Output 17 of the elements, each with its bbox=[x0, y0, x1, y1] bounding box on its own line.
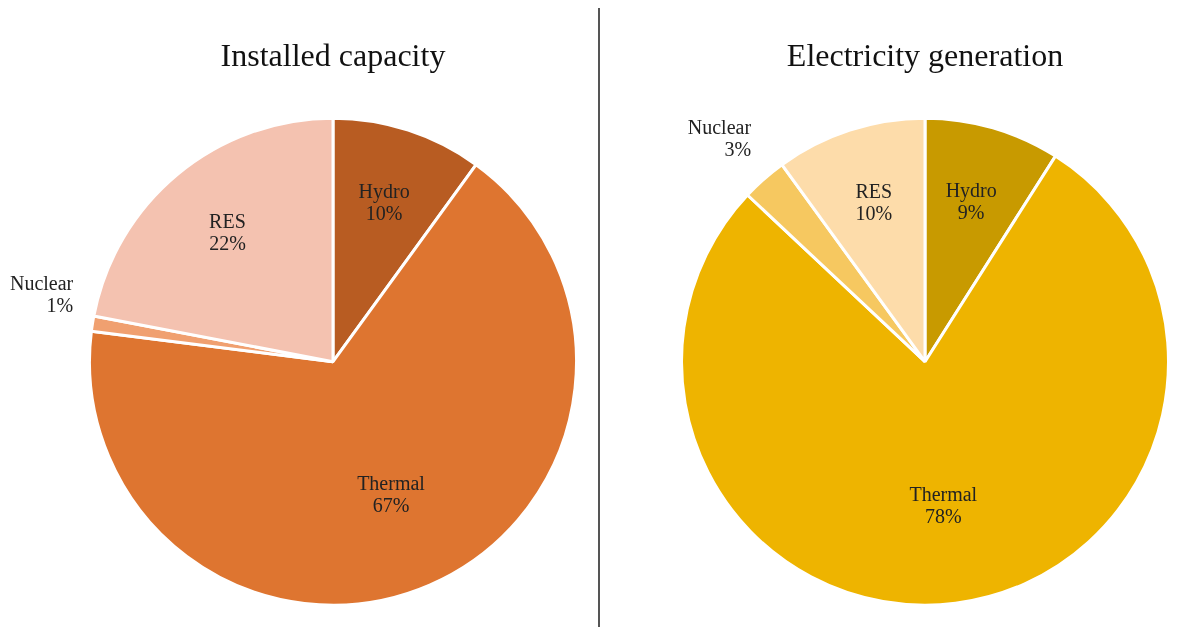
data-label: 10% bbox=[365, 202, 403, 225]
data-label: 1% bbox=[46, 293, 74, 316]
data-label: 3% bbox=[724, 137, 752, 160]
data-label: 10% bbox=[855, 202, 893, 225]
slice-label: RES bbox=[209, 210, 246, 233]
slice-label: Thermal bbox=[357, 472, 426, 495]
data-label: 78% bbox=[924, 504, 962, 527]
data-label: 67% bbox=[372, 494, 410, 517]
data-label: 22% bbox=[209, 232, 246, 255]
chart-title: Electricity generation bbox=[786, 36, 1064, 73]
slice-label: RES bbox=[855, 180, 893, 203]
slice-label: Thermal bbox=[909, 482, 978, 505]
chart-title: Installed capacity bbox=[220, 36, 446, 73]
slice-label: Nuclear bbox=[9, 271, 74, 294]
slice-label: Hydro bbox=[358, 180, 410, 204]
slice-label: Nuclear bbox=[687, 115, 752, 138]
slice-label: Hydro bbox=[945, 178, 997, 202]
